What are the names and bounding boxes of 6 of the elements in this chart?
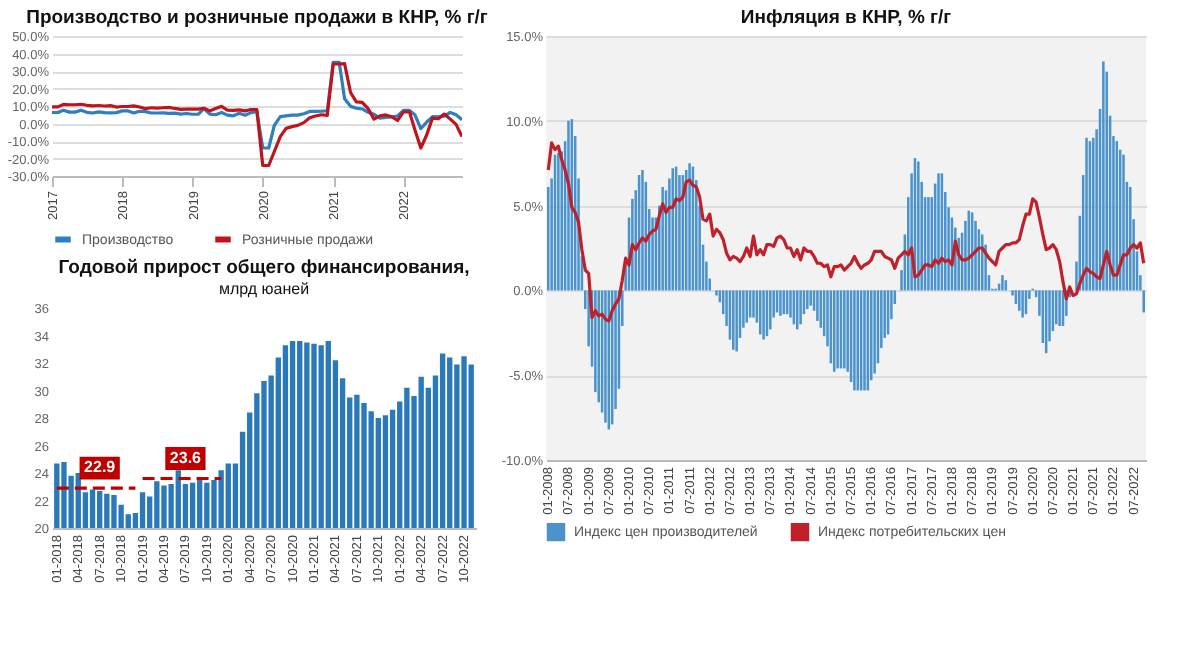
chart-title: Производство и розничные продажи в КНР, % г/г xyxy=(26,7,488,29)
chart-subtitle: млрд юаней xyxy=(218,280,310,298)
annotation: 23.6 xyxy=(169,448,203,467)
chart-title: Инфляция в КНР, % г/г xyxy=(740,7,952,29)
annotation: 22.9 xyxy=(84,458,117,477)
chart-title: Годовой прирост общего финансирования, xyxy=(58,257,470,279)
